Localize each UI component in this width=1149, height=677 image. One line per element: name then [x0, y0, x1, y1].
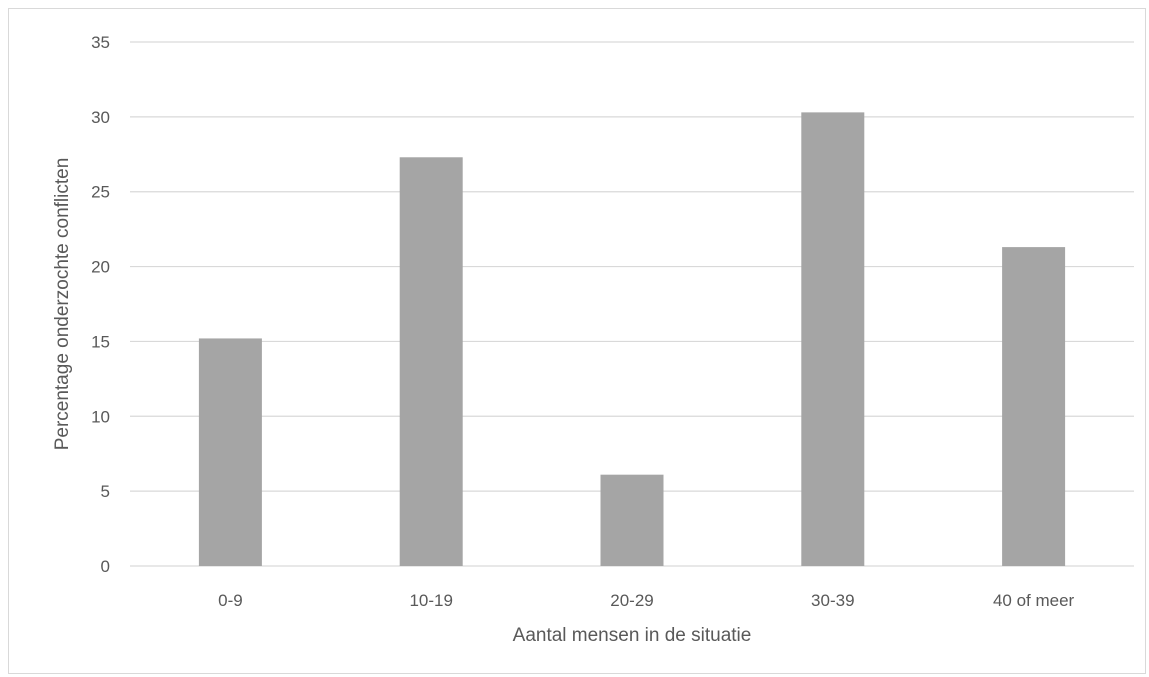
bars: [198, 112, 1066, 566]
bar-40-of-meer: [1002, 247, 1066, 566]
x-tick-label: 20-29: [610, 591, 653, 610]
x-tick-label: 0-9: [218, 591, 243, 610]
gridlines: [130, 41, 1134, 567]
y-tick-label: 0: [101, 557, 110, 576]
y-tick-label: 5: [101, 482, 110, 501]
y-tick-labels: 0 5 10 15 20 25 30 35: [91, 33, 110, 576]
x-axis-title: Aantal mensen in de situatie: [513, 625, 752, 646]
y-tick-label: 35: [91, 33, 110, 52]
bar-10-19: [399, 157, 463, 566]
y-tick-label: 10: [91, 407, 110, 426]
bar-0-9: [198, 338, 262, 566]
y-tick-label: 15: [91, 332, 110, 351]
x-tick-label: 10-19: [409, 591, 452, 610]
x-tick-label: 30-39: [811, 591, 854, 610]
x-tick-label: 40 of meer: [993, 591, 1075, 610]
y-tick-label: 30: [91, 108, 110, 127]
y-tick-label: 20: [91, 258, 110, 277]
bar-20-29: [600, 474, 664, 566]
y-tick-label: 25: [91, 183, 110, 202]
x-tick-labels: 0-9 10-19 20-29 30-39 40 of meer: [218, 591, 1074, 610]
y-axis-title: Percentage onderzochte conflicten: [52, 158, 73, 451]
bar-30-39: [801, 112, 865, 566]
